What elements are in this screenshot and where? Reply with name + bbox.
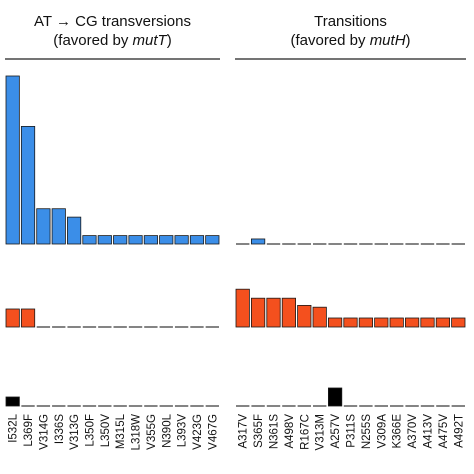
left-bar-row1-N390L [159, 235, 174, 245]
right-category-label: A492T [453, 414, 465, 448]
right-category-label: S365F [253, 414, 265, 448]
left-category-label: V314G [38, 414, 50, 450]
left-bar-row1-V314G [36, 208, 51, 245]
right-bar-row3-A257V [327, 387, 343, 407]
right-panel-subtitle: (favored by mutH) [290, 32, 410, 49]
left-category-label: L350F [84, 414, 96, 447]
right-category-label: A370V [407, 414, 419, 449]
left-category-label: L369F [23, 414, 35, 447]
left-bar-row3-I532L [5, 396, 20, 407]
left-bar-row1-V423G [189, 235, 205, 245]
right-category-label: N361S [269, 414, 281, 449]
left-bar-row1-M315L [113, 235, 128, 245]
right-panel-title: Transitions [314, 13, 387, 30]
left-bar-row1-L393V [174, 235, 189, 245]
left-category-label: N390L [161, 413, 173, 447]
left-panel-title: AT → CG transversions [34, 13, 191, 30]
left-bar-row1-L318W [128, 235, 143, 245]
left-bar-row1-V313G [67, 216, 82, 245]
right-bar-row2-A317V [235, 288, 250, 328]
right-category-label: N255S [361, 414, 373, 449]
right-category-label: V313M [315, 414, 327, 450]
right-bar-row2-N255S [358, 317, 374, 328]
left-bar-row1-L369F [20, 126, 36, 245]
left-bar-row2-L369F [20, 308, 36, 328]
right-bar-row2-N361S [266, 297, 281, 328]
right-category-label: A257V [330, 414, 342, 449]
left-bar-row1-V355G [143, 235, 158, 245]
right-category-label: K366E [392, 414, 404, 449]
left-bar-row1-L350V [97, 235, 112, 245]
left-category-label: I532L [8, 413, 20, 442]
left-category-label: V467G [207, 414, 219, 450]
right-category-label: A413V [423, 414, 435, 449]
right-bar-row2-A492T [451, 317, 466, 328]
right-category-label: R167C [299, 414, 311, 450]
left-bar-row1-V467G [205, 235, 220, 245]
left-bar-row1-I336S [51, 208, 66, 245]
left-bar-row1-L350F [82, 235, 97, 245]
right-bar-row2-A475V [435, 317, 451, 328]
left-category-label: V313G [69, 414, 81, 450]
right-bar-row2-V309A [374, 317, 389, 328]
right-bar-row2-V313M [312, 306, 327, 328]
right-category-label: A317V [238, 414, 250, 449]
left-panel-subtitle: (favored by mutT) [53, 32, 171, 49]
right-category-label: P311S [346, 414, 358, 448]
left-bar-row1-I532L [5, 75, 20, 245]
left-category-label: V355G [146, 414, 158, 450]
right-bar-row2-A498V [281, 297, 297, 328]
right-bar-row2-A257V [327, 317, 343, 328]
right-bar-row2-A370V [404, 317, 420, 328]
left-category-label: I336S [54, 414, 66, 444]
left-category-label: L393V [177, 414, 189, 448]
left-category-label: L350V [100, 414, 112, 448]
left-category-label: M315L [115, 413, 127, 449]
left-category-label: L318W [131, 414, 143, 451]
right-bar-row2-R167C [297, 304, 312, 328]
left-category-label: V423G [192, 414, 204, 450]
right-category-label: A498V [284, 414, 296, 449]
right-bar-row2-S365F [250, 297, 266, 328]
left-bar-row2-I532L [5, 308, 20, 328]
right-category-label: V309A [376, 414, 388, 449]
right-bar-row1-S365F [250, 238, 266, 245]
right-bar-row2-P311S [343, 317, 358, 328]
right-bar-row2-K366E [389, 317, 404, 328]
right-category-label: A475V [438, 414, 450, 449]
right-bar-row2-A413V [420, 317, 435, 328]
